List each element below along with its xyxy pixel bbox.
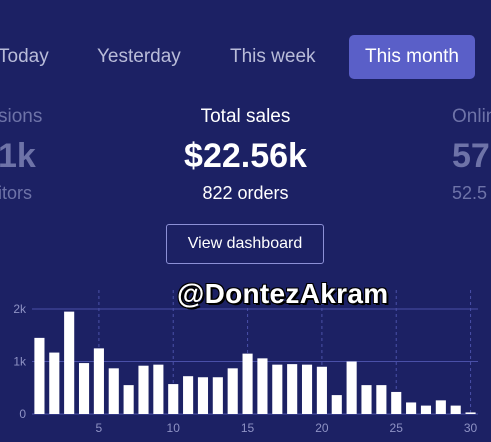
chart-bar <box>272 364 283 414</box>
date-range-tabs: Today Yesterday This week This month <box>0 0 491 110</box>
tab-this-week[interactable]: This week <box>230 46 316 67</box>
chart-bar <box>287 364 298 414</box>
y-tick-label: 0 <box>19 407 26 421</box>
tab-this-month[interactable]: This month <box>349 35 475 79</box>
x-tick-label: 5 <box>96 421 103 435</box>
stat-online-label: Onlin <box>452 106 491 127</box>
x-tick-label: 25 <box>390 421 404 435</box>
stat-visitors-sub: itors <box>0 183 33 203</box>
chart-bar <box>406 402 417 414</box>
chart-bar <box>420 405 432 414</box>
tab-yesterday[interactable]: Yesterday <box>97 46 181 67</box>
chart-bar <box>361 385 372 414</box>
stat-online-value: 57 <box>452 137 490 175</box>
watermark: @DontezAkram <box>177 278 389 309</box>
stat-visitors-value: 1k <box>0 137 36 175</box>
stat-visitors-label: sions <box>0 106 43 127</box>
chart-bar <box>316 366 327 414</box>
chart-bar <box>197 377 209 414</box>
chart-bar <box>227 368 238 414</box>
chart-bar <box>450 405 461 414</box>
tab-today[interactable]: Today <box>0 46 49 67</box>
chart-bar <box>64 311 75 414</box>
chart-bar <box>465 412 476 414</box>
chart-bar <box>123 385 134 414</box>
chart-bar <box>257 358 268 414</box>
x-tick-label: 10 <box>167 421 181 435</box>
chart-bar <box>346 361 357 414</box>
x-tick-label: 30 <box>464 421 478 435</box>
chart-bar <box>242 353 253 414</box>
stat-total-sales-sub: 822 orders <box>202 183 289 203</box>
x-tick-label: 15 <box>241 421 255 435</box>
chart-bar <box>78 363 90 414</box>
stat-total-sales-label: Total sales <box>200 106 291 127</box>
chart-bar <box>34 337 45 414</box>
y-tick-label: 2k <box>13 302 27 316</box>
chart-bar <box>376 385 387 414</box>
view-dashboard-button[interactable]: View dashboard <box>166 224 324 264</box>
chart-bar <box>212 377 223 414</box>
chart-bar <box>331 395 342 414</box>
sales-bar-chart: 0 1k 2k 5 10 15 20 25 30 <box>13 290 478 435</box>
chart-bar <box>138 365 149 414</box>
chart-bar <box>435 400 446 414</box>
chart-bar <box>49 352 60 414</box>
x-tick-label: 20 <box>315 421 329 435</box>
chart-bar <box>391 391 402 414</box>
y-tick-label: 1k <box>13 355 27 369</box>
stat-online-sub: 52.5 <box>452 183 488 203</box>
chart-bar <box>153 364 164 414</box>
chart-bar <box>108 368 119 414</box>
stat-total-sales-value: $22.56k <box>184 137 307 175</box>
chart-bar <box>301 364 313 414</box>
chart-bar <box>93 348 104 414</box>
chart-bar <box>168 384 179 414</box>
chart-bar <box>183 376 194 414</box>
